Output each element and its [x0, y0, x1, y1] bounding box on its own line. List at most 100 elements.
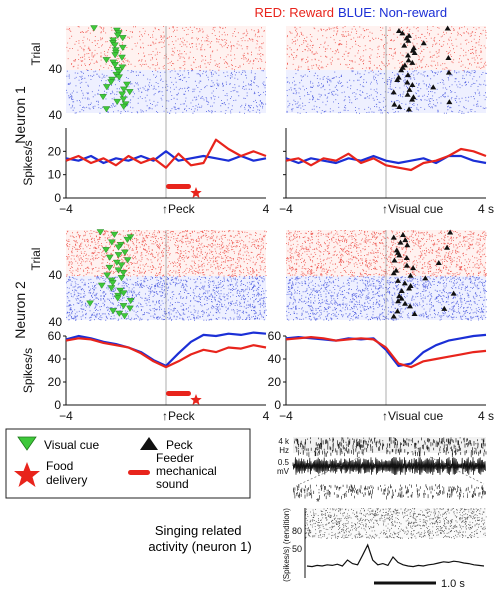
x-tick-label: ↑Peck: [162, 202, 196, 216]
x-tick-label: 4: [263, 409, 270, 423]
feeder-sound-bar-icon: [128, 470, 150, 475]
visual-cue-marker: [118, 44, 127, 52]
x-tick-label: −4: [59, 409, 73, 423]
raster-tick-label: 40: [49, 315, 63, 329]
legend-feeder-sound-label: Feeder mechanical sound: [156, 451, 220, 491]
visual-cue-marker: [107, 79, 116, 86]
expanded-spectrogram-marks: [293, 484, 486, 500]
peck-marker: [404, 242, 411, 248]
visual-cue-marker: [119, 303, 128, 310]
peck-marker: [445, 54, 452, 60]
peck-marker: [411, 310, 418, 316]
spectrogram-marks: [294, 437, 487, 458]
event-markers: [86, 229, 135, 320]
y-tick-label: 20: [48, 144, 62, 158]
event-markers: [390, 229, 457, 319]
raster-reward-spikes: [66, 230, 267, 277]
peck-marker: [391, 257, 398, 263]
peck-marker: [390, 270, 397, 276]
peck-marker: [400, 232, 407, 238]
reward-rate-line: [65, 337, 267, 369]
peck-marker: [401, 280, 408, 286]
raster-reward-spikes: [286, 230, 487, 277]
peck-marker: [393, 267, 400, 273]
visual-cue-marker: [113, 295, 122, 302]
food-delivery-star: [190, 187, 202, 198]
visual-cue-marker: [120, 313, 129, 320]
food-star-icon: [14, 462, 40, 487]
peck-marker: [446, 99, 453, 105]
reward-rate-line: [65, 138, 267, 169]
visual-cue-marker: [105, 264, 114, 272]
peck-marker: [396, 252, 403, 258]
rate-plot: 0 20 40 60 −4 ↑Visual cue 4 s: [268, 329, 494, 423]
y-tick-label: 0: [54, 191, 61, 205]
visual-cue-marker: [119, 96, 128, 103]
peck-marker: [399, 30, 406, 36]
visual-cue-marker: [110, 231, 119, 238]
visual-cue-marker: [118, 35, 127, 42]
x-tick-label: ↑Visual cue: [382, 409, 443, 423]
y-axis-label: Spikes/s: [21, 348, 35, 393]
peck-marker: [409, 96, 416, 102]
peck-marker: [398, 67, 405, 73]
panel-neuron1-visual-cue: −4 ↑Visual cue 4 s: [279, 25, 494, 216]
peck-marker: [405, 57, 412, 63]
singing-rate-tick: 50: [292, 544, 302, 554]
visual-cue-marker: [113, 98, 122, 106]
visual-cue-marker: [96, 229, 105, 236]
peck-marker: [404, 79, 411, 85]
visual-cue-marker: [117, 275, 126, 282]
y-tick-label: 0: [274, 398, 281, 412]
y-tick-label: 60: [48, 329, 62, 343]
reward-rate-line: [285, 147, 487, 172]
peck-marker: [394, 308, 401, 314]
raster-group: [66, 229, 267, 321]
visual-cue-marker: [102, 106, 111, 113]
visual-cue-marker: [126, 305, 134, 312]
visual-cue-marker: [111, 62, 119, 69]
peck-marker: [397, 239, 404, 245]
peck-marker: [410, 265, 417, 271]
peck-marker: [407, 303, 414, 309]
singing-ylabel: (Spikes/s) (rendition): [282, 508, 291, 582]
peck-marker: [409, 81, 416, 87]
x-tick-label: ↑Peck: [162, 409, 196, 423]
peck-marker: [405, 32, 412, 38]
visual-cue-marker: [117, 262, 126, 269]
peck-marker: [398, 295, 405, 301]
visual-cue-marker: [119, 270, 128, 277]
peck-marker: [447, 229, 454, 235]
reward-rate-line: [285, 336, 487, 369]
peck-marker: [403, 254, 410, 260]
peck-marker-icon: [140, 437, 158, 450]
reward-legend-label: RED: Reward: [255, 5, 334, 20]
peck-marker: [395, 27, 402, 33]
peck-marker: [430, 84, 437, 90]
visual-cue-marker: [99, 94, 107, 101]
syllable-marker: *: [316, 497, 320, 508]
panel-neuron2-visual-cue: 0 20 40 60 −4 ↑Visual cue 4 s: [268, 229, 494, 423]
peck-marker: [402, 237, 409, 243]
nonreward-rate-line: [285, 333, 487, 367]
visual-cue-marker: [126, 298, 135, 305]
visual-cue-marker: [102, 247, 110, 254]
legend-visual-cue-label: Visual cue: [44, 438, 99, 452]
x-tick-label: 4 s: [478, 409, 494, 423]
visual-cue-marker: [119, 290, 128, 297]
peck-marker: [407, 272, 414, 278]
x-tick-label: ↑Visual cue: [382, 202, 443, 216]
peck-marker: [441, 305, 448, 311]
singing-raster-spikes: [305, 508, 487, 539]
peck-marker: [445, 69, 452, 75]
visual-cue-marker: [90, 25, 98, 32]
raster-group: [286, 229, 487, 321]
visual-cue-marker: [123, 81, 131, 88]
peck-marker: [450, 290, 457, 296]
peck-marker: [444, 244, 451, 250]
visual-cue-marker: [102, 57, 111, 64]
peck-marker: [403, 262, 410, 268]
y-tick-label: 0: [54, 398, 61, 412]
peck-marker: [420, 40, 427, 46]
